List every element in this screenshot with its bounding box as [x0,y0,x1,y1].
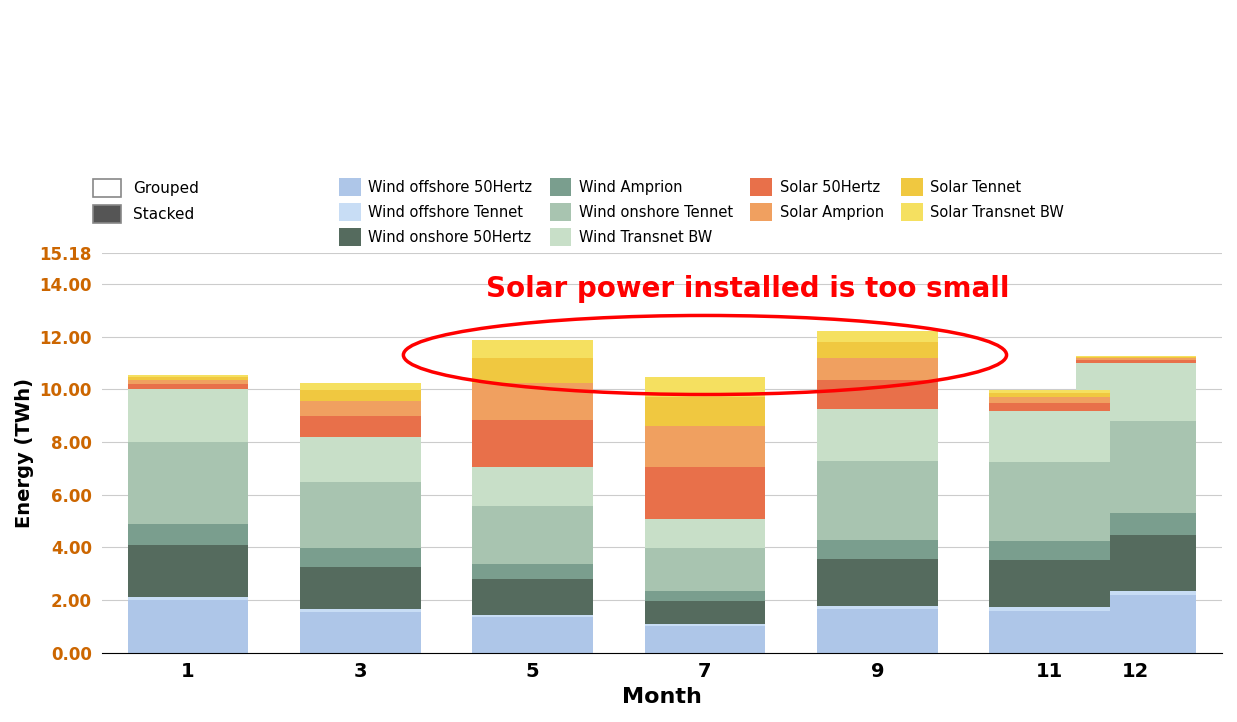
Bar [644,397,766,426]
Bar [127,523,249,544]
Bar [1075,363,1196,421]
Bar [1075,513,1196,536]
Bar [127,375,249,378]
X-axis label: Month: Month [622,687,701,707]
Bar [816,358,938,380]
Bar [473,507,593,565]
Bar [990,403,1110,411]
Bar [299,482,421,548]
Bar [127,380,249,384]
Bar [816,409,938,461]
Bar [644,627,766,653]
Bar [816,461,938,539]
Bar [644,466,766,519]
Bar [127,600,249,653]
Bar [1075,536,1196,591]
Bar [816,606,938,609]
Bar [473,341,593,357]
Bar [990,611,1110,653]
Bar [644,519,766,549]
Bar [644,625,766,627]
Bar [127,378,249,380]
Y-axis label: Energy (TWh): Energy (TWh) [15,378,33,528]
Bar [644,591,766,601]
Bar [816,609,938,653]
Bar [473,467,593,507]
Bar [990,393,1110,397]
Legend: Wind offshore 50Hertz, Wind offshore Tennet, Wind onshore 50Hertz, Wind Amprion,: Wind offshore 50Hertz, Wind offshore Ten… [333,172,1070,252]
Bar [644,377,766,397]
Bar [299,438,421,482]
Bar [990,560,1110,607]
Bar [816,380,938,409]
Bar [816,539,938,559]
Bar [299,390,421,401]
Bar [644,601,766,625]
Bar [127,389,249,442]
Bar [990,541,1110,560]
Bar [1075,357,1196,358]
Bar [1075,356,1196,357]
Bar [1075,591,1196,595]
Bar [299,548,421,567]
Bar [299,417,421,438]
Bar [473,579,593,614]
Bar [990,462,1110,541]
Bar [1075,595,1196,653]
Bar [473,357,593,383]
Bar [990,397,1110,403]
Text: Solar power installed is too small: Solar power installed is too small [486,275,1009,303]
Bar [473,617,593,653]
Bar [127,442,249,523]
Bar [473,419,593,467]
Bar [127,544,249,597]
Bar [990,391,1110,393]
Bar [644,549,766,591]
Bar [816,331,938,342]
Bar [299,609,421,612]
Bar [299,612,421,653]
Bar [990,411,1110,462]
Bar [127,384,249,389]
Bar [1075,358,1196,360]
Bar [299,401,421,417]
Bar [1075,421,1196,513]
Bar [473,565,593,579]
Bar [644,426,766,466]
Bar [299,567,421,609]
Bar [299,383,421,390]
Bar [473,614,593,617]
Bar [127,597,249,600]
Bar [1075,360,1196,363]
Bar [473,383,593,419]
Bar [990,607,1110,611]
Bar [816,559,938,606]
Bar [816,342,938,358]
